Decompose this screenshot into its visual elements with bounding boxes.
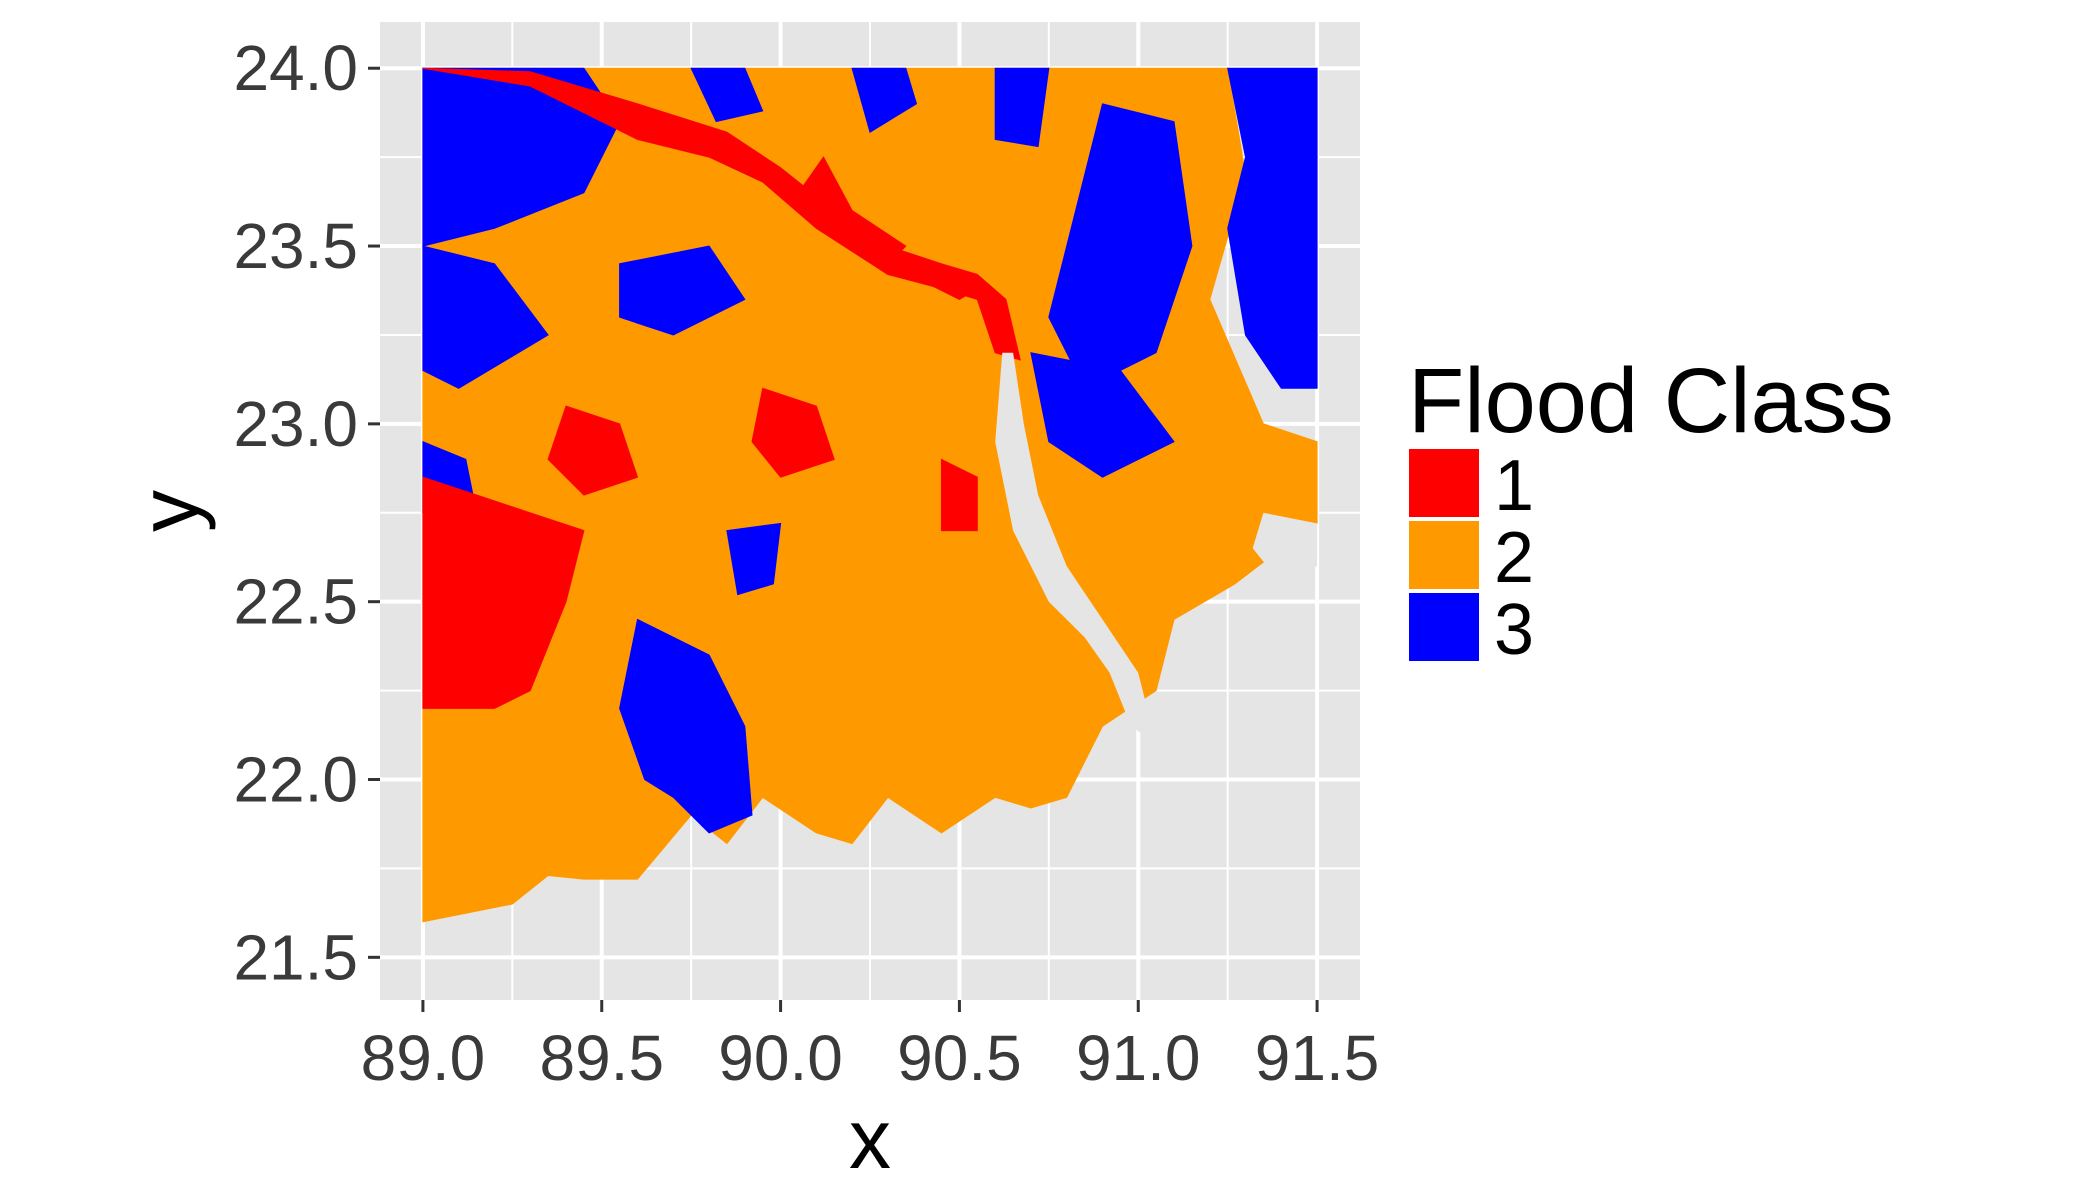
- legend-label-2: 2: [1494, 518, 1534, 598]
- y-tick-label: 22.0: [233, 744, 358, 816]
- y-tick-label: 22.5: [233, 566, 358, 638]
- y-axis-title: y: [122, 490, 216, 532]
- legend-label-1: 1: [1494, 446, 1534, 526]
- flood-class-3-region: [422, 245, 549, 389]
- flood-class-1-region: [751, 387, 835, 478]
- x-tick-label: 90.0: [718, 1022, 843, 1094]
- flood-class-3-region: [1227, 67, 1318, 389]
- flood-class-3-region: [619, 618, 753, 834]
- x-tick-label: 91.5: [1255, 1022, 1380, 1094]
- flood-class-3-region: [851, 67, 918, 133]
- no-data-region: [1252, 512, 1318, 584]
- flood-raster: [422, 67, 1318, 923]
- y-axis: 21.5 22.0 22.5 23.0 23.5 24.0: [233, 32, 380, 993]
- legend: Flood Class 123: [1407, 350, 1894, 670]
- legend-title: Flood Class: [1408, 350, 1894, 452]
- flood-class-3-region: [726, 522, 782, 596]
- legend-key-3: [1407, 591, 1481, 663]
- flood-class-1-region: [922, 270, 979, 300]
- legend-label-3: 3: [1494, 590, 1534, 670]
- y-tick-label: 21.5: [233, 921, 358, 993]
- flood-class-1-region: [422, 476, 585, 709]
- y-tick-label: 23.5: [233, 210, 358, 282]
- flood-class-3-region: [1048, 103, 1193, 389]
- flood-class-1-region: [422, 67, 1021, 361]
- y-tick-label: 24.0: [233, 32, 358, 104]
- x-axis-title: x: [849, 1092, 891, 1186]
- x-tick-label: 91.0: [1076, 1022, 1201, 1094]
- flood-class-1-region: [797, 156, 907, 265]
- flood-class-1-region: [547, 405, 639, 496]
- flood-class-3-region: [619, 245, 746, 336]
- legend-key-1: [1407, 447, 1481, 519]
- x-tick-label: 89.0: [361, 1022, 486, 1094]
- legend-key-2: [1407, 519, 1481, 591]
- x-tick-label: 89.5: [539, 1022, 664, 1094]
- flood-class-1-region: [941, 458, 978, 532]
- flood-class-3-region: [1030, 352, 1175, 478]
- x-tick-label: 90.5: [897, 1022, 1022, 1094]
- no-data-region: [995, 352, 1157, 744]
- flood-class-3-region: [690, 67, 764, 123]
- y-tick-label: 23.0: [233, 388, 358, 460]
- flood-class-3-region: [994, 67, 1050, 148]
- x-axis: 89.0 89.5 90.0 90.5 91.0 91.5: [361, 1000, 1380, 1094]
